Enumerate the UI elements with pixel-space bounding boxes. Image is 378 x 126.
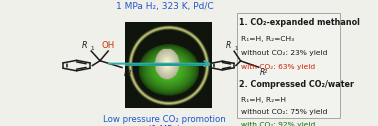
Text: Low pressure CO₂ promotion
(1 MPa): Low pressure CO₂ promotion (1 MPa)	[103, 115, 226, 126]
Text: 1 MPa H₂, 323 K, Pd/C: 1 MPa H₂, 323 K, Pd/C	[116, 2, 213, 11]
Text: 1: 1	[91, 46, 94, 51]
Text: 2: 2	[127, 70, 131, 75]
Text: R₁=H, R₂=H: R₁=H, R₂=H	[242, 97, 287, 103]
Text: R: R	[225, 41, 231, 50]
Text: R₁=H, R₂=CH₃: R₁=H, R₂=CH₃	[242, 36, 294, 42]
Text: R: R	[82, 41, 88, 50]
Text: with CO₂: 92% yield: with CO₂: 92% yield	[242, 122, 316, 126]
Text: R: R	[123, 69, 129, 78]
Text: with CO₂: 63% yield: with CO₂: 63% yield	[242, 64, 316, 70]
FancyBboxPatch shape	[237, 13, 340, 118]
Text: 1: 1	[234, 46, 237, 51]
Text: 2. Compressed CO₂/water: 2. Compressed CO₂/water	[239, 80, 354, 89]
Text: without CO₂: 75% yield: without CO₂: 75% yield	[242, 109, 328, 115]
Text: 1. CO₂-expanded methanol: 1. CO₂-expanded methanol	[239, 18, 360, 27]
Text: without CO₂: 23% yield: without CO₂: 23% yield	[242, 50, 328, 56]
Text: R: R	[260, 68, 265, 77]
Text: 2: 2	[264, 69, 267, 74]
Text: OH: OH	[102, 41, 115, 50]
